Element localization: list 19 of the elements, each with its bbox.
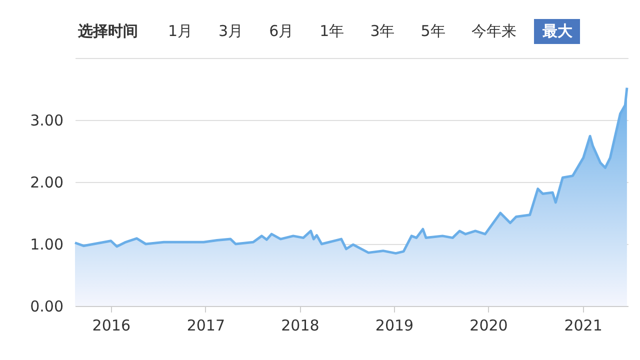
text: 6月 (268, 20, 295, 42)
text: 1年 (318, 20, 346, 42)
x-tick-label: 2017 (186, 316, 226, 334)
x-tick-label: 2018 (281, 316, 320, 334)
x-tick-label: 2016 (92, 316, 130, 334)
text: 5年 (420, 20, 446, 42)
y-tick-label: 3.00 (30, 112, 64, 130)
x-tick-label: 2021 (564, 316, 602, 334)
x-tick-label: 2019 (375, 316, 414, 334)
text: 3月 (218, 20, 244, 42)
text: 选择时间 (77, 20, 139, 42)
text: 今年来 (470, 20, 518, 42)
text: 1月 (167, 20, 194, 42)
x-tick-label: 2020 (470, 316, 508, 334)
y-tick-label: 2.00 (30, 174, 64, 192)
y-tick-label: 0.00 (30, 298, 64, 316)
y-tick-label: 1.00 (30, 236, 64, 254)
text: 最大 (534, 18, 580, 44)
text: 3年 (369, 20, 396, 42)
